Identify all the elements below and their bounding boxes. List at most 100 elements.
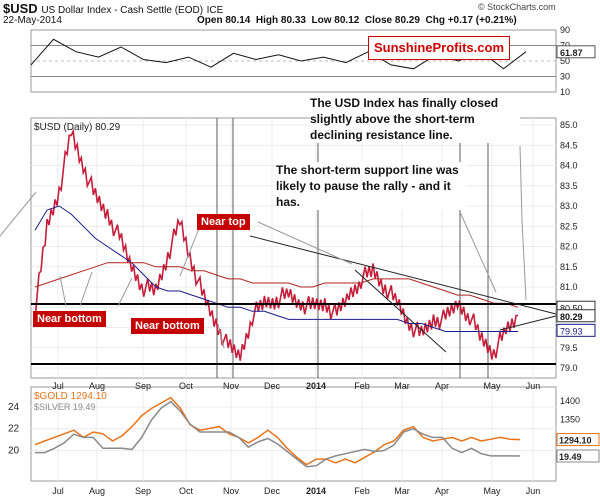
price-x-tick-label: 2014 [306,381,326,391]
gold-badge-box [556,433,600,447]
index-name: US Dollar Index - Cash Settle (EOD) [41,5,204,16]
rsi-tick-label: 50 [560,56,570,66]
gs-x-tick-label: Nov [223,486,240,496]
gold-last-value: 1294.10 [559,436,592,446]
copyright: © StockCharts.com [478,2,556,12]
price-x-tick-label: Jul [52,381,64,391]
price-tick-label: 84.5 [560,140,578,150]
gs-x-tick-label: Apr [435,486,449,496]
price-tick-label: 81.5 [560,262,578,272]
price-badge-value: 80.29 [560,312,583,322]
silver-last-badge: 19.49 [556,449,600,463]
gs-x-tick-label: 2014 [306,486,326,496]
gold-title: $GOLD 1294.10 [34,391,107,402]
exchange: ICE [206,5,224,16]
pointer-support [459,211,497,293]
symbol: $USD [3,1,38,16]
price-tick-label: 83.0 [560,201,578,211]
rising-line [499,315,557,331]
rsi-current-value: 61.87 [560,48,583,58]
silver-tick-label: 20 [8,445,20,456]
ma50-series [34,205,518,332]
price-tick-label: 79.5 [560,343,578,353]
ma200-series [34,262,519,308]
gold-tick-label: 1350 [560,414,580,424]
gs-x-tick-label: May [483,486,501,496]
price-badge-value: 80.50 [560,303,583,313]
price-tick-label: 82.5 [560,221,578,231]
silver-last-value: 19.49 [559,452,582,462]
pointer-near-top-2 [179,225,201,277]
gs-x-tick-label: Sep [135,486,151,496]
gs-x-tick-label: Oct [179,486,194,496]
gold-series [34,396,521,466]
pointer-near-bottom-4 [217,323,225,349]
price-panel [30,117,557,379]
open-value: Open 80.14 [197,15,251,26]
short-term-support-line [354,269,447,353]
price-tick-label: 81.0 [560,282,578,292]
price-x-tick-label: Aug [89,381,105,391]
silver-series [35,400,521,468]
price-badge-box [556,309,596,323]
silver-title: $SILVER 19.49 [34,402,95,412]
pointer-left-edge [0,191,37,237]
price-x-tick-label: Oct [179,381,194,391]
silver-tick-label: 22 [8,424,20,435]
pointer-resistance [519,145,527,301]
label-near-bottom-right: Near bottom [131,318,204,334]
price-x-tick-label: Jun [526,381,541,391]
price-x-tick-label: Feb [354,381,370,391]
note-support: The short-term support line was likely t… [276,162,466,210]
rsi-tick-label: 30 [560,72,570,82]
pointer-near-top-1 [257,221,353,265]
price-x-tick-label: Sep [135,381,151,391]
price-axis-badge: 80.29 [556,309,596,323]
symbol-title: $USD US Dollar Index - Cash Settle (EOD)… [3,1,223,16]
chart-date: 22-May-2014 [3,15,62,26]
price-x-tick-label: Nov [223,381,240,391]
rsi-tick-label: 90 [560,25,570,35]
price-x-tick-label: Mar [394,381,410,391]
silver-badge-box [556,449,600,463]
price-tick-label: 79.0 [560,363,578,373]
series-layer [30,38,527,468]
label-near-top: Near top [197,214,250,230]
gs-x-tick-label: Aug [89,486,105,496]
gs-x-tick-label: Jun [526,486,541,496]
price-axis-badge: 79.93 [556,323,596,337]
gold-last-badge: 1294.10 [556,433,600,447]
axis-layer: 907050301061.87$USD (Daily) 80.2985.084.… [8,25,600,496]
pointer-near-bottom-1 [79,271,93,307]
pointer-near-bottom-3 [117,277,133,307]
price-x-tick-label: Apr [435,381,449,391]
gold-tick-label: 1400 [560,396,580,406]
price-tick-label: 85.0 [560,120,578,130]
price-tick-label: 82.0 [560,242,578,252]
close-value: Close 80.29 [364,15,420,26]
price-panel-title: $USD (Daily) 80.29 [34,122,121,133]
gs-x-tick-label: Mar [394,486,410,496]
low-value: Low 80.12 [311,15,360,26]
gs-x-tick-label: Dec [264,486,281,496]
change-value: Chg +0.17 (+0.21%) [425,15,517,26]
ohlc-readout: Open 80.14 High 80.33 Low 80.12 Close 80… [197,15,517,26]
silver-tick-label: 24 [8,402,20,413]
label-near-bottom-left: Near bottom [33,311,106,327]
declining-resistance-line [249,235,557,315]
price-tick-label: 84.0 [560,161,578,171]
overlay-layer [0,145,557,365]
price-tick-label: 83.5 [560,181,578,191]
grid-layer [31,45,556,481]
high-value: High 80.33 [255,15,306,26]
price-x-tick-label: Dec [264,381,281,391]
rsi-badge-box [556,45,596,59]
gold-silver-panel [30,386,557,482]
price-badge-box [556,323,596,337]
price-x-tick-label: May [483,381,501,391]
rsi-tick-label: 10 [560,87,570,97]
gs-x-tick-label: Feb [354,486,370,496]
gs-x-tick-label: Jul [52,486,64,496]
price-badge-value: 79.93 [560,326,583,336]
